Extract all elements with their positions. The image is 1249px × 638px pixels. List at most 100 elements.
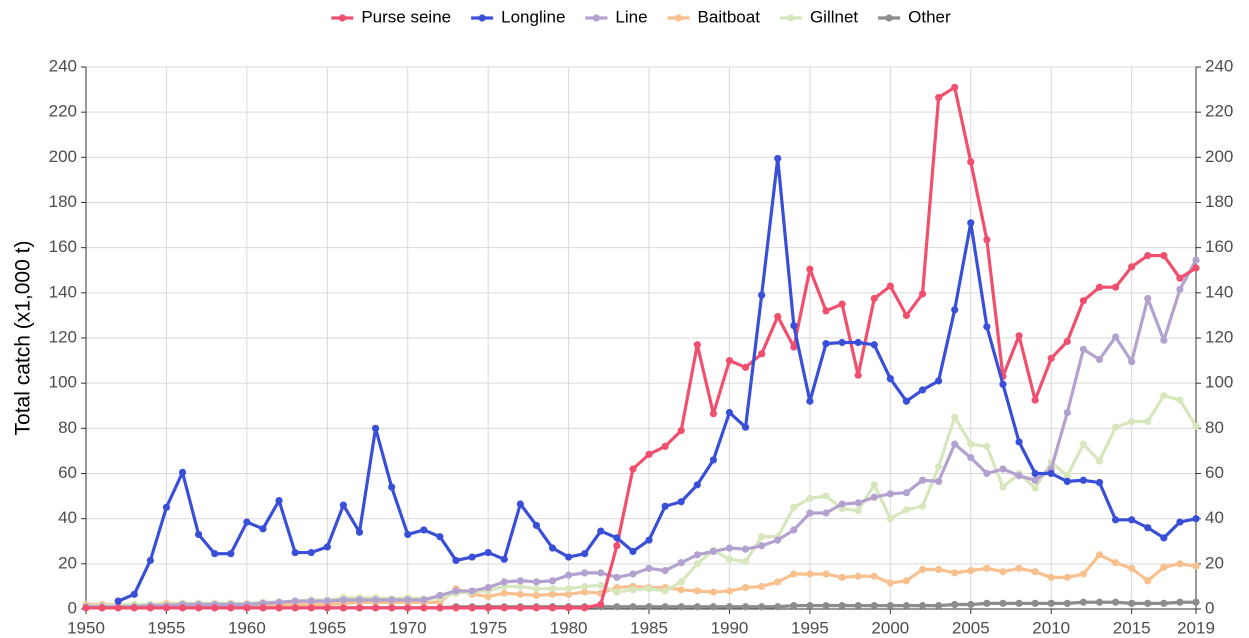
data-point — [1063, 408, 1071, 417]
data-point — [741, 557, 750, 566]
data-point — [130, 604, 138, 612]
data-point — [1160, 336, 1168, 344]
legend-symbol — [592, 14, 601, 22]
data-point — [275, 497, 283, 505]
data-point — [1176, 274, 1184, 282]
legend-label: Gillnet — [810, 7, 858, 26]
data-point — [838, 500, 846, 508]
legend-item: Line — [585, 7, 648, 26]
data-point — [1144, 599, 1152, 607]
data-point — [629, 465, 637, 473]
data-point — [709, 603, 717, 611]
data-point — [967, 600, 975, 609]
data-point — [613, 534, 621, 542]
data-point — [790, 526, 798, 534]
data-point — [516, 500, 524, 508]
data-point — [613, 573, 621, 581]
legend-item: Purse seine — [331, 7, 451, 26]
data-point — [806, 509, 814, 517]
data-point — [1128, 564, 1136, 572]
data-point — [259, 604, 267, 612]
x-tick-label: 1975 — [469, 618, 507, 637]
data-point — [532, 578, 541, 586]
data-point — [1144, 577, 1152, 585]
data-point — [500, 555, 508, 563]
y2-tick-label: 200 — [1205, 147, 1233, 166]
data-point — [1160, 599, 1168, 607]
y2-tick-label: 40 — [1205, 508, 1224, 527]
data-point — [951, 440, 959, 448]
data-point — [404, 530, 412, 539]
legend-symbol — [674, 14, 683, 22]
data-point — [532, 521, 541, 530]
data-point — [613, 588, 621, 596]
data-point — [758, 542, 766, 550]
data-point — [1144, 251, 1152, 260]
data-point — [806, 570, 814, 578]
data-point — [774, 154, 782, 163]
data-point — [854, 371, 862, 379]
data-point — [790, 503, 798, 511]
data-point — [1192, 264, 1200, 272]
y-tick-label: 160 — [49, 237, 77, 256]
data-point — [886, 602, 894, 610]
data-point — [951, 306, 959, 314]
data-point — [1015, 599, 1023, 607]
data-point — [1047, 354, 1055, 362]
data-point — [339, 596, 347, 604]
y2-tick-label: 20 — [1205, 553, 1224, 572]
y-tick-label: 80 — [58, 418, 77, 437]
data-point — [693, 341, 701, 349]
y-tick-label: 140 — [49, 282, 77, 301]
data-point — [1095, 598, 1104, 606]
data-point — [1015, 564, 1023, 572]
data-point — [661, 502, 669, 510]
data-point — [532, 591, 541, 600]
data-point — [275, 598, 283, 606]
data-point — [983, 564, 991, 572]
data-point — [548, 544, 557, 552]
data-point — [162, 604, 171, 612]
data-point — [1063, 472, 1071, 480]
y2-tick-label: 80 — [1205, 418, 1224, 437]
y-tick-label: 200 — [49, 147, 77, 166]
data-point — [918, 602, 927, 610]
data-point — [661, 587, 669, 595]
data-point — [211, 550, 219, 558]
data-point — [1031, 484, 1039, 492]
y2-tick-label: 120 — [1205, 327, 1233, 346]
data-point — [146, 604, 154, 612]
data-point — [725, 603, 734, 611]
data-point — [581, 588, 589, 596]
data-point — [645, 536, 653, 544]
data-point — [822, 307, 830, 315]
data-point — [741, 583, 750, 592]
data-point — [870, 602, 878, 610]
data-point — [1128, 516, 1136, 524]
data-point — [1160, 534, 1168, 542]
data-point — [774, 536, 782, 544]
data-point — [693, 603, 701, 611]
data-point — [613, 542, 621, 550]
legend-label: Line — [615, 7, 647, 26]
data-point — [693, 551, 701, 559]
data-point — [339, 501, 347, 509]
series-line — [117, 156, 1197, 603]
data-point — [1176, 285, 1184, 294]
data-point — [935, 565, 943, 574]
data-point — [1079, 440, 1087, 448]
data-point — [725, 587, 734, 595]
data-point — [484, 548, 492, 557]
data-point — [918, 502, 927, 510]
y2-tick-label: 240 — [1205, 56, 1233, 75]
x-tick-label: 2010 — [1032, 618, 1070, 637]
data-point — [468, 553, 476, 561]
data-point — [967, 158, 975, 166]
data-point — [436, 604, 444, 612]
data-point — [693, 560, 701, 568]
data-point — [98, 604, 106, 612]
data-point — [388, 596, 396, 604]
data-point — [1079, 476, 1087, 484]
data-point — [500, 604, 508, 612]
data-point — [130, 590, 138, 598]
